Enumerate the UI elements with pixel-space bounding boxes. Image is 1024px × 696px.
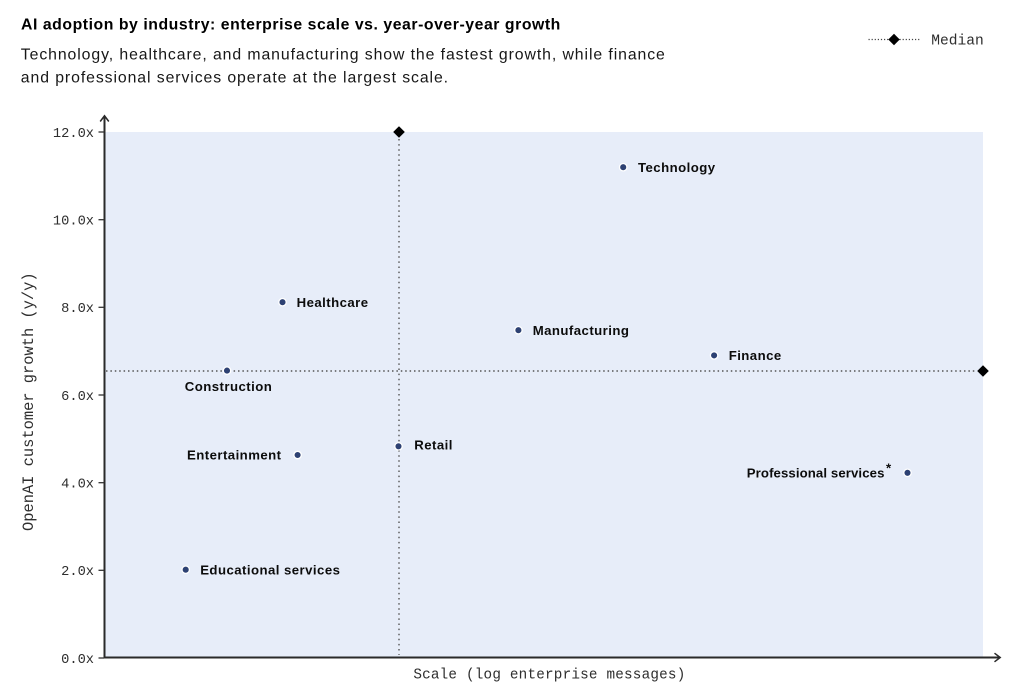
svg-text:Retail: Retail [414, 438, 453, 453]
svg-text:Median: Median [931, 33, 984, 49]
svg-text:OpenAI customer growth (y/y): OpenAI customer growth (y/y) [20, 272, 38, 531]
svg-text:12.0x: 12.0x [53, 127, 94, 142]
svg-text:0.0x: 0.0x [61, 653, 94, 668]
svg-text:Scale (log enterprise messages: Scale (log enterprise messages) [413, 667, 685, 683]
svg-text:AI adoption by industry: enter: AI adoption by industry: enterprise scal… [21, 17, 561, 34]
svg-text:8.0x: 8.0x [61, 302, 94, 317]
svg-text:Finance: Finance [729, 348, 782, 363]
svg-text:and professional services oper: and professional services operate at the… [21, 69, 449, 86]
svg-text:Manufacturing: Manufacturing [533, 323, 630, 338]
svg-text:*: * [886, 461, 892, 476]
svg-text:6.0x: 6.0x [61, 390, 94, 405]
svg-text:Educational services: Educational services [200, 562, 340, 577]
svg-text:2.0x: 2.0x [61, 565, 94, 580]
svg-text:Construction: Construction [185, 379, 272, 394]
svg-text:Entertainment: Entertainment [187, 448, 282, 463]
svg-text:10.0x: 10.0x [53, 215, 94, 230]
svg-text:Healthcare: Healthcare [297, 295, 369, 310]
svg-text:Technology: Technology [638, 160, 716, 175]
svg-text:Technology, healthcare, and ma: Technology, healthcare, and manufacturin… [21, 46, 666, 63]
svg-text:Professional services: Professional services [747, 466, 885, 481]
svg-text:4.0x: 4.0x [61, 478, 94, 493]
